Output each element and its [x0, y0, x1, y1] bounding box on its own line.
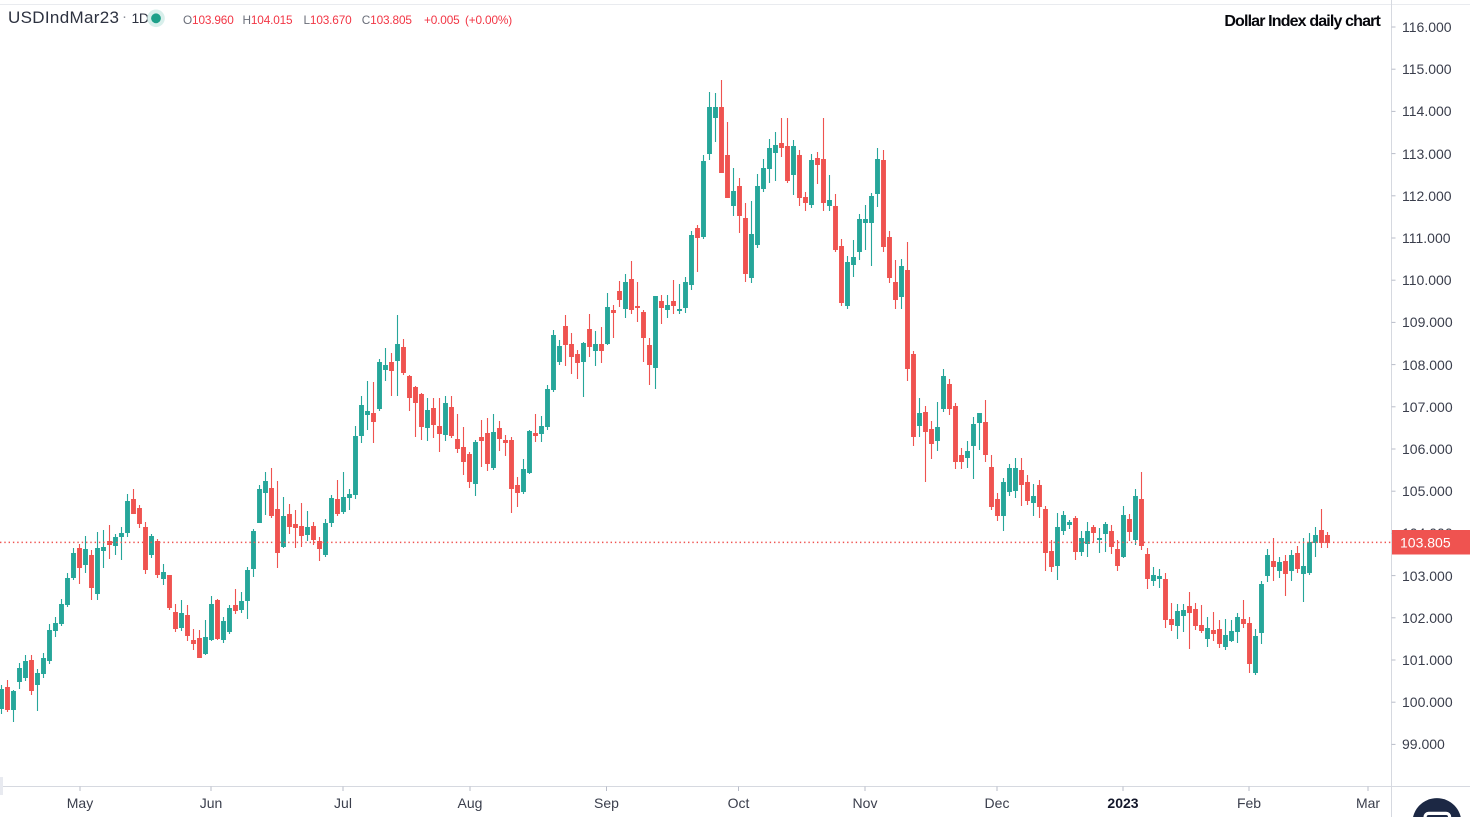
svg-text:103.805: 103.805	[1400, 534, 1451, 550]
